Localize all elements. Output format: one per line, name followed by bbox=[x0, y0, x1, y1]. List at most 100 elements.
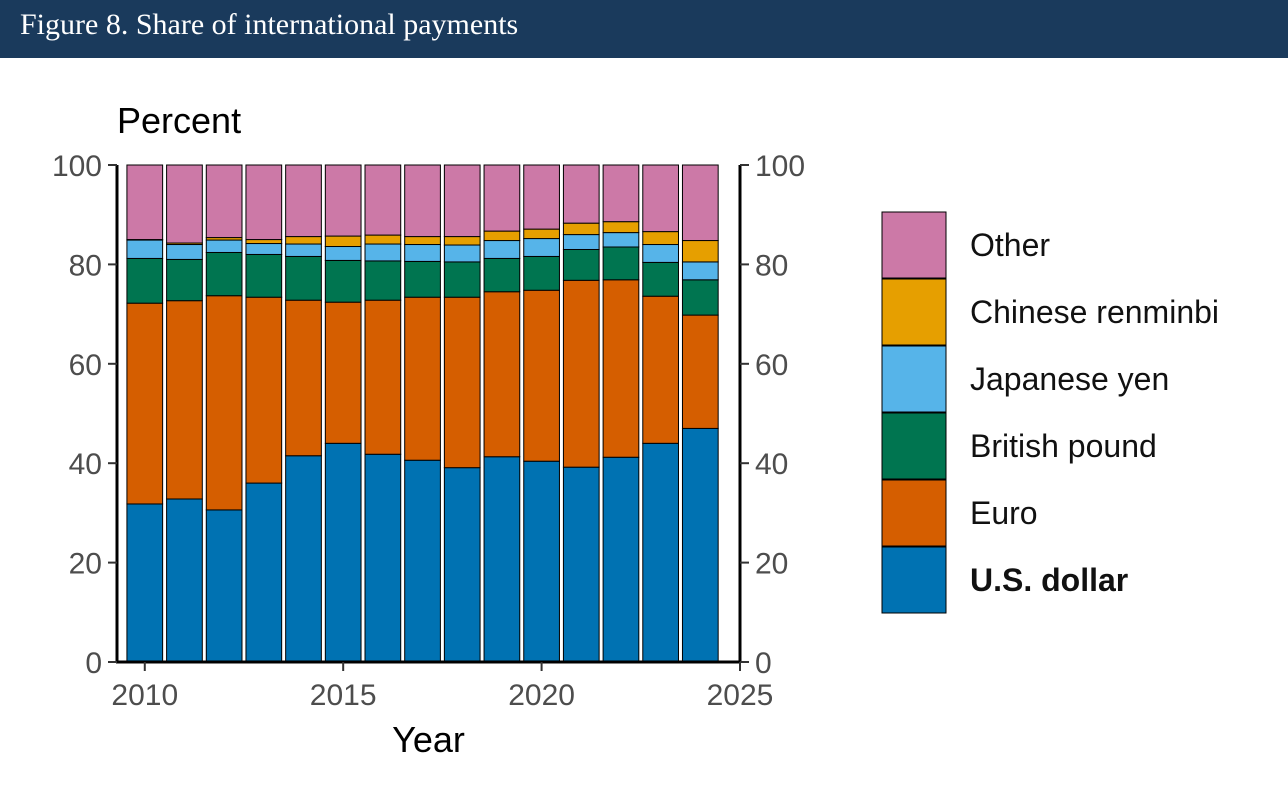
bar-segment bbox=[483, 291, 521, 458]
bar-segment bbox=[364, 453, 402, 663]
bar-segment bbox=[245, 482, 283, 663]
bar-segment bbox=[562, 248, 600, 281]
y-axis-title: Percent bbox=[117, 100, 241, 141]
bar-segment bbox=[245, 239, 283, 245]
bar-segment bbox=[681, 314, 719, 429]
bar-segment bbox=[562, 164, 600, 224]
x-axis-title: Year bbox=[392, 719, 465, 760]
legend-label: Euro bbox=[970, 495, 1038, 531]
bar-segment bbox=[245, 296, 283, 484]
bar-segment bbox=[602, 232, 640, 248]
legend-swatch bbox=[881, 211, 947, 279]
y-tick-label-right: 0 bbox=[755, 647, 772, 680]
bar-segment bbox=[681, 279, 719, 316]
bar-segment bbox=[443, 164, 481, 238]
bar-segment bbox=[364, 164, 402, 236]
bar-segment bbox=[364, 243, 402, 262]
bar-segment bbox=[523, 255, 560, 291]
legend-swatch bbox=[881, 278, 947, 346]
bar-segment bbox=[404, 236, 441, 246]
bar-segment bbox=[324, 442, 362, 663]
bar-segment bbox=[642, 261, 679, 297]
figure-title: Figure 8. Share of international payment… bbox=[20, 8, 519, 41]
bar-segment bbox=[642, 164, 679, 233]
bar-segment bbox=[205, 164, 243, 239]
bar-segment bbox=[126, 503, 164, 663]
y-tick-label-left: 40 bbox=[69, 448, 102, 481]
legend-label: Japanese yen bbox=[970, 361, 1169, 397]
bar-segment bbox=[166, 300, 203, 500]
y-tick-label-left: 80 bbox=[69, 249, 102, 282]
bar-segment bbox=[364, 234, 402, 245]
bar-segment bbox=[404, 459, 441, 663]
bar-segment bbox=[642, 442, 679, 663]
bar-segment bbox=[443, 467, 481, 663]
bar-segment bbox=[483, 164, 521, 232]
bar-segment bbox=[166, 164, 203, 244]
bar-segment bbox=[285, 164, 322, 238]
bar-segment bbox=[285, 455, 322, 663]
legend-label: British pound bbox=[970, 428, 1157, 464]
bar-segment bbox=[562, 222, 600, 236]
legend-swatch bbox=[881, 479, 947, 547]
y-tick-label-right: 80 bbox=[755, 249, 788, 282]
bar-segment bbox=[483, 240, 521, 259]
y-tick-label-right: 20 bbox=[755, 548, 788, 581]
legend-label: Chinese renminbi bbox=[970, 294, 1219, 330]
bar-segment bbox=[126, 164, 164, 241]
x-tick-label: 2010 bbox=[111, 679, 178, 712]
bar-segment bbox=[523, 460, 560, 663]
bar-segment bbox=[285, 255, 322, 301]
bar-segment bbox=[245, 164, 283, 241]
bar-segment bbox=[324, 259, 362, 303]
bar-segment bbox=[642, 295, 679, 444]
bar-segment bbox=[245, 243, 283, 255]
bar-segment bbox=[602, 221, 640, 234]
y-tick-label-left: 60 bbox=[69, 349, 102, 382]
bar-segment bbox=[562, 466, 600, 663]
y-tick-label-right: 40 bbox=[755, 448, 788, 481]
legend-label: Other bbox=[970, 227, 1050, 263]
bar-segment bbox=[602, 164, 640, 223]
x-tick-label: 2020 bbox=[508, 679, 575, 712]
bar-segment bbox=[681, 427, 719, 663]
x-tick-label: 2015 bbox=[310, 679, 377, 712]
bar-segment bbox=[602, 246, 640, 281]
bar-segment bbox=[404, 296, 441, 461]
bar-segment bbox=[642, 231, 679, 246]
bar-segment bbox=[483, 230, 521, 242]
bar-segment bbox=[443, 261, 481, 298]
bar-segment bbox=[602, 456, 640, 663]
figure-header: Figure 8. Share of international payment… bbox=[0, 0, 1288, 58]
bar-segment bbox=[126, 239, 164, 259]
bar-segment bbox=[681, 164, 719, 242]
bar-segment bbox=[166, 244, 203, 260]
y-tick-label-left: 100 bbox=[52, 150, 102, 183]
bar-segment bbox=[364, 260, 402, 301]
y-tick-label-left: 20 bbox=[69, 548, 102, 581]
bar-segment bbox=[523, 238, 560, 257]
bar-segment bbox=[285, 243, 322, 257]
bar-segment bbox=[443, 236, 481, 246]
bar-segment bbox=[404, 260, 441, 298]
bar-segment bbox=[205, 295, 243, 511]
bar-segment bbox=[364, 299, 402, 455]
bar-segment bbox=[602, 279, 640, 458]
legend-swatch bbox=[881, 412, 947, 480]
bar-segment bbox=[523, 289, 560, 462]
bar-segment bbox=[642, 244, 679, 263]
bar-segment bbox=[166, 258, 203, 302]
bar-segment bbox=[404, 244, 441, 262]
bar-segment bbox=[483, 456, 521, 663]
bar-segment bbox=[205, 251, 243, 297]
bar-segment bbox=[166, 498, 203, 663]
legend-label: U.S. dollar bbox=[970, 562, 1128, 598]
bar-segment bbox=[324, 246, 362, 261]
bar-segment bbox=[245, 253, 283, 298]
y-tick-label-right: 100 bbox=[755, 150, 805, 183]
bar-segment bbox=[562, 234, 600, 250]
bar-segment bbox=[324, 235, 362, 248]
legend-swatch bbox=[881, 546, 947, 614]
y-tick-label-left: 0 bbox=[85, 647, 102, 680]
